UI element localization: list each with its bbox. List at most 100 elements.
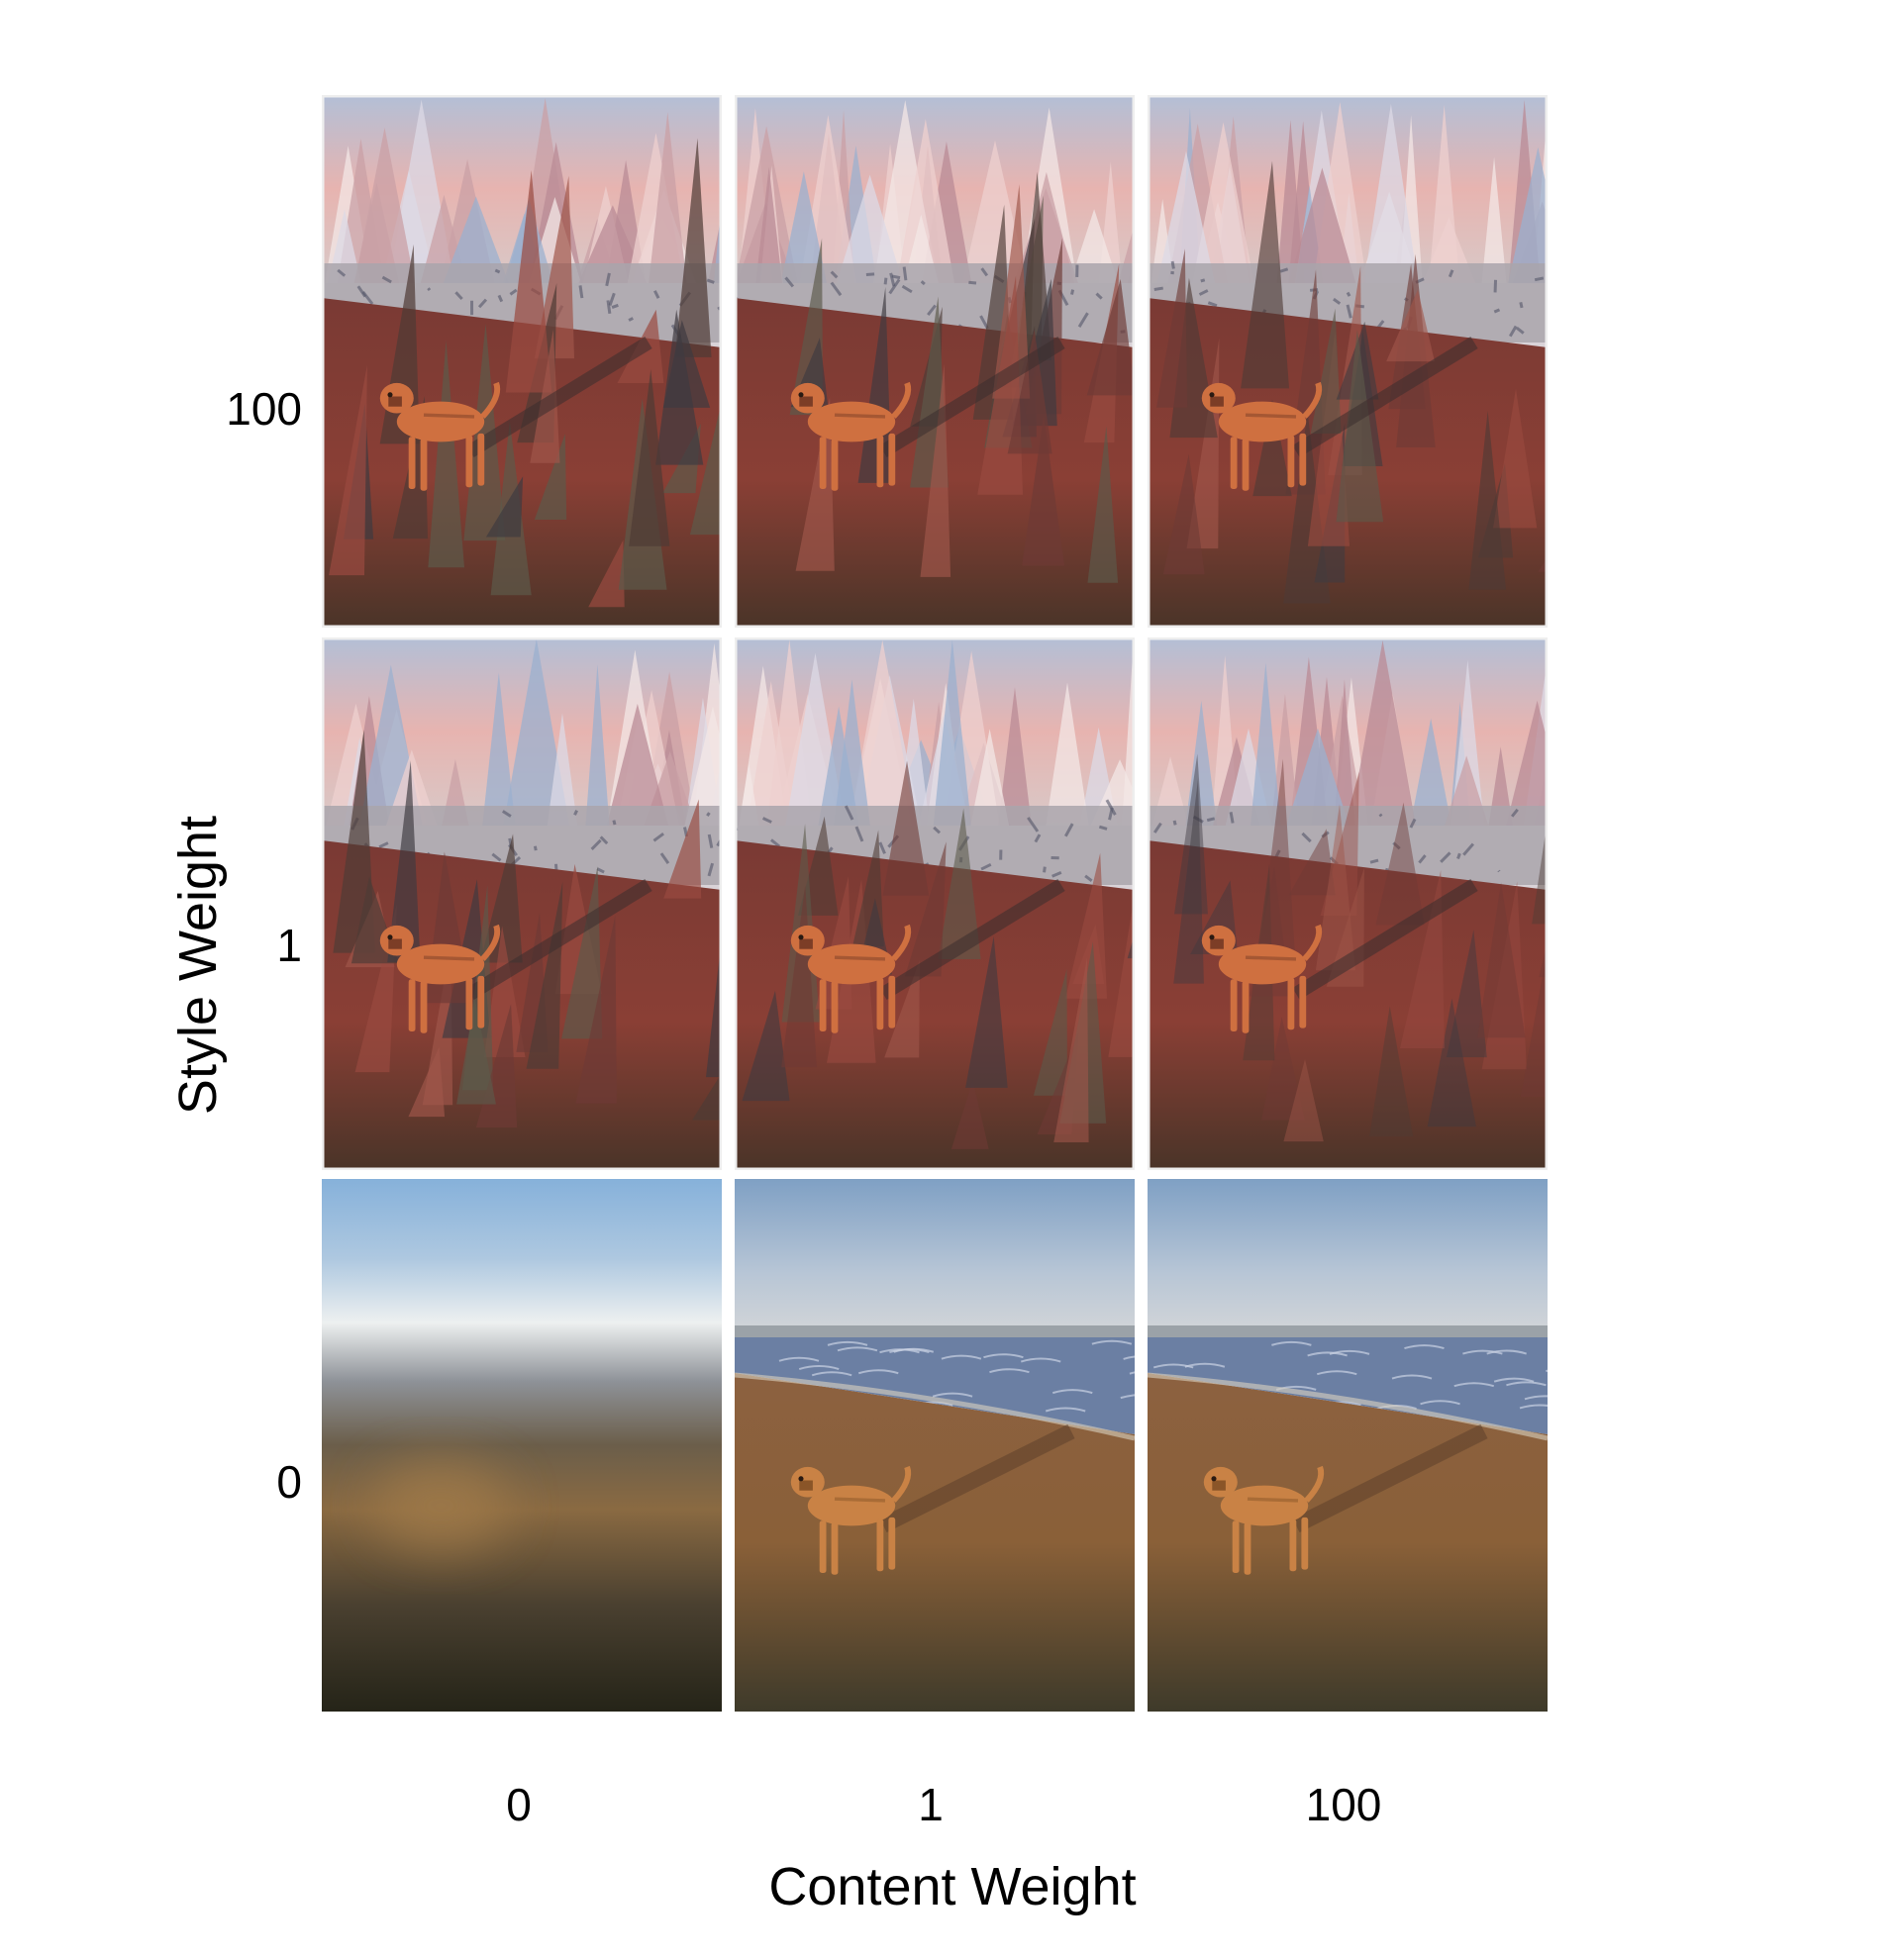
style-shard [1185, 700, 1218, 826]
style-stroke [1207, 301, 1218, 308]
style-stroke [830, 270, 839, 279]
style-shard [705, 935, 722, 1078]
col-label-content-1: 1 [918, 1779, 944, 1830]
col-label-content-100: 100 [1305, 1779, 1382, 1830]
style-shard [1046, 682, 1089, 826]
style-stroke [830, 281, 843, 297]
style-stroke [844, 805, 854, 821]
style-shard [998, 687, 1032, 826]
style-stroke [1493, 308, 1501, 314]
style-shard [503, 638, 570, 826]
style-shard [1493, 388, 1538, 529]
style-shard [485, 476, 524, 538]
style-shard [1508, 147, 1548, 283]
cell-image [1148, 1179, 1548, 1712]
dog-shadow [879, 879, 1065, 1000]
style-stroke [1519, 301, 1524, 309]
style-stroke [1077, 312, 1089, 328]
style-shard [1446, 930, 1487, 1058]
style-shard [1053, 957, 1089, 1142]
style-stroke [361, 290, 374, 305]
wave-stroke [1404, 1344, 1445, 1350]
dog-shadow [879, 337, 1065, 457]
cell-image [735, 637, 1135, 1170]
style-stroke [1206, 817, 1216, 823]
style-shard [742, 990, 790, 1102]
style-stroke [1515, 326, 1525, 335]
image-cell-style-1-content-100 [1148, 637, 1548, 1170]
wave-stroke [941, 1354, 982, 1360]
style-stroke [707, 862, 715, 877]
cell-image [322, 637, 722, 1170]
style-shard [1033, 968, 1067, 1096]
style-shard [408, 1046, 446, 1118]
style-stroke [1510, 808, 1519, 818]
style-shard [1481, 881, 1527, 1070]
image-cell-style-100-content-0 [322, 95, 722, 628]
style-shard [933, 639, 971, 826]
cell-image [322, 95, 722, 628]
wave-stroke [837, 1346, 878, 1352]
style-shard [505, 170, 552, 393]
style-stroke [784, 276, 795, 288]
style-stroke [1063, 823, 1074, 837]
style-shard [1241, 160, 1290, 389]
style-shard [818, 706, 859, 826]
style-shard [1156, 150, 1216, 283]
style-stroke [659, 852, 670, 864]
style-stroke [865, 272, 875, 277]
style-shard [1022, 415, 1065, 566]
dog-shadow [1292, 337, 1478, 457]
style-stroke [1534, 276, 1545, 282]
cell-image [735, 95, 1135, 628]
style-stroke [889, 272, 896, 287]
style-shard [1286, 728, 1350, 826]
cell-image [735, 1179, 1135, 1712]
style-stroke [1105, 799, 1117, 816]
style-stroke [1172, 820, 1177, 826]
style-shard [1270, 693, 1300, 826]
style-shard [1122, 661, 1135, 826]
style-shard [1162, 453, 1205, 575]
style-stroke [769, 838, 781, 848]
style-stroke [494, 268, 501, 274]
style-stroke [1279, 267, 1289, 273]
wave-stroke [1123, 1355, 1135, 1360]
style-stroke [612, 820, 617, 826]
style-shard [1481, 156, 1507, 283]
wave-stroke [798, 1365, 840, 1371]
dog-figure [790, 381, 912, 491]
style-stroke [920, 280, 926, 286]
wave-stroke [932, 1392, 973, 1398]
wave-stroke [1045, 1407, 1086, 1413]
style-shard [882, 760, 930, 896]
style-stroke [628, 317, 634, 322]
style-shard [463, 323, 506, 541]
row-label-style-100: 100 [226, 383, 302, 435]
style-shard [655, 309, 704, 465]
style-shard [1334, 679, 1355, 826]
style-stroke [979, 315, 989, 330]
style-shard [1288, 829, 1336, 896]
style-stroke [888, 278, 901, 295]
style-stroke [497, 294, 504, 303]
style-shard [1283, 1059, 1324, 1142]
style-shard [1174, 753, 1208, 915]
wave-stroke [1420, 1400, 1460, 1406]
style-stroke [378, 841, 389, 849]
dog-shadow [1292, 879, 1478, 1000]
style-stroke [854, 826, 864, 842]
style-shard [547, 713, 578, 826]
dog-shadow [466, 337, 652, 457]
row-label-style-1: 1 [276, 920, 302, 971]
style-shard [896, 119, 954, 283]
wave-stroke [827, 1340, 868, 1346]
style-stroke [533, 845, 538, 851]
style-shard [561, 866, 603, 1039]
style-shard [534, 175, 575, 359]
style-stroke [653, 290, 660, 299]
style-border [735, 95, 1135, 628]
style-stroke [761, 817, 772, 824]
